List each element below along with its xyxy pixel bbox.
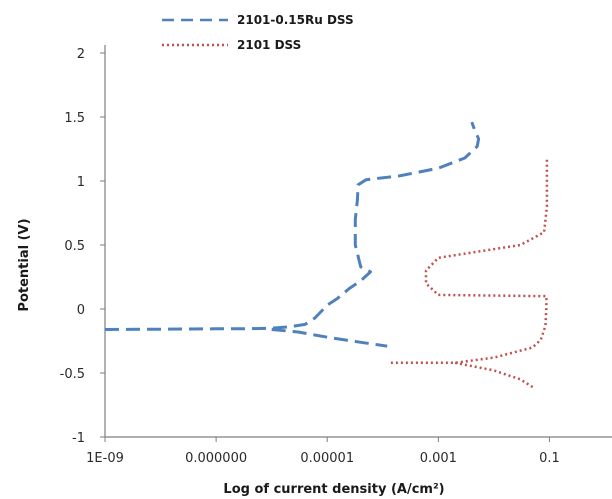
x-tick-label: 0.001 [420,451,457,466]
legend-label-ru: 2101-0.15Ru DSS [237,13,354,27]
x-tick-label: 0.00001 [300,451,354,466]
x-tick-label: 1E-09 [86,451,124,466]
y-ticks: -1 -0.5 0 0.5 1 1.5 2 [60,47,105,446]
series-line-3 [454,361,534,389]
y-tick-label: -1 [72,431,85,446]
series-line-1 [390,158,549,365]
y-tick-label: 0.5 [64,239,85,254]
x-tick-label: 0.000000 [185,451,247,466]
x-tick-label: 0.1 [539,451,560,466]
legend-label-base: 2101 DSS [237,38,301,52]
axes [104,45,612,438]
y-axis-title: Potential (V) [17,218,32,311]
legend: 2101-0.15Ru DSS 2101 DSS [162,13,354,52]
y-tick-label: 1 [77,175,85,190]
y-tick-label: 0 [77,303,85,318]
series-line-0 [104,121,481,331]
y-tick-label: -0.5 [60,367,85,382]
y-tick-label: 2 [77,47,85,62]
x-ticks: 1E-09 0.000000 0.00001 0.001 0.1 [86,437,560,466]
y-tick-label: 1.5 [64,111,85,126]
series-layer [104,121,549,389]
series-line-2 [271,328,388,348]
x-axis-title: Log of current density (A/cm²) [223,482,444,497]
